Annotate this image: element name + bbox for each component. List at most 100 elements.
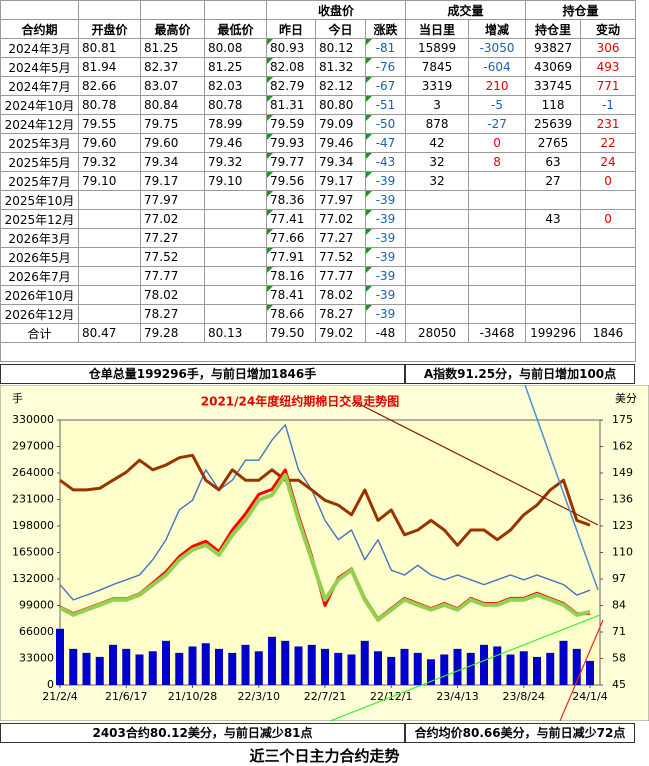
cell: 78.41 xyxy=(266,285,316,305)
a-index-note: A指数91.25分，与前日增加100点 xyxy=(405,364,635,384)
cell: -47 xyxy=(364,133,407,153)
cell: 15899 xyxy=(405,38,470,58)
cell: 79.77 xyxy=(266,152,316,172)
cell: 63 xyxy=(525,152,582,172)
cell: 27 xyxy=(525,171,582,191)
cell: 80.47 xyxy=(78,323,141,343)
cell: 2765 xyxy=(525,133,582,153)
annotation-arrow xyxy=(524,385,599,591)
cell: -39 xyxy=(364,171,407,191)
volume-bar xyxy=(400,648,409,685)
cell xyxy=(405,266,470,286)
cell: 昨日 xyxy=(266,19,316,39)
cell: 2026年12月 xyxy=(0,304,79,324)
cell: -39 xyxy=(364,190,407,210)
cell: 118 xyxy=(525,95,582,115)
x-tick-label: 21/2/4 xyxy=(42,690,77,703)
cell: -39 xyxy=(364,285,407,305)
cell xyxy=(525,304,582,324)
volume-bar xyxy=(533,656,541,685)
cell: 2025年3月 xyxy=(0,133,79,153)
cell: 增减 xyxy=(468,19,527,39)
x-tick-label: 21/10/28 xyxy=(168,690,217,703)
volume-bar xyxy=(175,652,184,685)
plot-area xyxy=(59,419,601,686)
cell: -5 xyxy=(468,95,527,115)
volume-bar xyxy=(254,651,263,685)
cell: -48 xyxy=(364,323,407,343)
y-tick-label: 66000 xyxy=(19,625,54,638)
cell: 93827 xyxy=(525,38,582,58)
y2-tick-label: 162 xyxy=(612,440,633,453)
cell: -604 xyxy=(468,57,527,77)
table-row: 2024年12月 79.55 79.75 78.99 79.59 79.09 -50 878-… xyxy=(0,114,637,134)
volume-bar xyxy=(95,656,104,685)
table-row: 2026年3月 77.27 77.66 77.27 -39 xyxy=(0,228,637,248)
cell: 合约期 xyxy=(0,19,79,39)
cell: 78.27 xyxy=(315,304,366,324)
cell xyxy=(525,247,582,267)
chart: 2021/24年度纽约期棉日交易走势图 手 美分 0 33000 66000 9900… xyxy=(0,385,649,721)
volume-bar xyxy=(374,651,382,685)
cell: 0 xyxy=(580,171,637,191)
caption: 近三个日主力合约走势 xyxy=(249,747,400,765)
volume-bar xyxy=(122,648,131,685)
cell: 24 xyxy=(580,152,637,172)
cell: 22 xyxy=(580,133,637,153)
volume-bar xyxy=(201,643,210,685)
cell: 80.13 xyxy=(204,323,267,343)
table-body: 收盘价 成交量 持仓量 合约期 开盘价 最高价 最低价 昨日 今日 涨跌 当日里 增减 持仓里 变动 202… xyxy=(0,0,637,362)
cell: 493 xyxy=(580,57,637,77)
cell: -39 xyxy=(364,304,407,324)
chart-title: 2021/24年度纽约期棉日交易走势图 xyxy=(201,394,399,409)
y2-tick-label: 58 xyxy=(612,652,626,665)
cell xyxy=(140,0,205,20)
x-tick-label: 24/1/4 xyxy=(572,690,607,703)
cell: 77.41 xyxy=(266,209,316,229)
cell: 2024年7月 xyxy=(0,76,79,96)
volume-bar xyxy=(334,652,343,685)
cell: 2026年10月 xyxy=(0,285,79,305)
cell xyxy=(204,247,267,267)
cell xyxy=(204,304,267,324)
cell: 79.46 xyxy=(204,133,267,153)
cell: 80.78 xyxy=(204,95,267,115)
cell: 79.02 xyxy=(315,323,366,343)
cell: 2025年12月 xyxy=(0,209,79,229)
volume-bar xyxy=(586,660,594,685)
cell: 7845 xyxy=(405,57,470,77)
cell: 80.12 xyxy=(315,38,366,58)
cell: 79.10 xyxy=(204,171,267,191)
cell: 78.16 xyxy=(266,266,316,286)
cell: 78.66 xyxy=(266,304,316,324)
table-row: 2026年12月 78.27 78.66 78.27 -39 xyxy=(0,304,637,324)
cell: 79.09 xyxy=(315,114,366,134)
cell: 81.25 xyxy=(140,38,205,58)
cell: -27 xyxy=(468,114,527,134)
cell: 306 xyxy=(580,38,637,58)
y-axis-label: 手 xyxy=(12,391,23,405)
cell xyxy=(0,0,79,20)
cell: 32 xyxy=(405,152,470,172)
y2-tick-label: 123 xyxy=(612,519,633,532)
table-row: 2025年3月 79.60 79.60 79.46 79.93 79.46 -47 42 0 27… xyxy=(0,133,637,153)
cell: 77.91 xyxy=(266,247,316,267)
y-tick-label: 297000 xyxy=(12,440,54,453)
cell xyxy=(468,266,527,286)
y-tick-label: 264000 xyxy=(12,466,54,479)
cell: 2026年7月 xyxy=(0,266,79,286)
cell xyxy=(405,247,470,267)
cell: 79.55 xyxy=(78,114,141,134)
volume-bar xyxy=(307,644,316,685)
volume-bar xyxy=(148,651,157,685)
volume-bar xyxy=(387,656,396,685)
y2-tick-label: 136 xyxy=(612,493,633,506)
cell: 79.34 xyxy=(315,152,366,172)
cell: 210 xyxy=(468,76,527,96)
cell: 79.56 xyxy=(266,171,316,191)
cell: 33745 xyxy=(525,76,582,96)
volume-bar xyxy=(546,652,555,685)
x-tick-label: 23/8/24 xyxy=(503,690,545,703)
cell xyxy=(405,285,470,305)
